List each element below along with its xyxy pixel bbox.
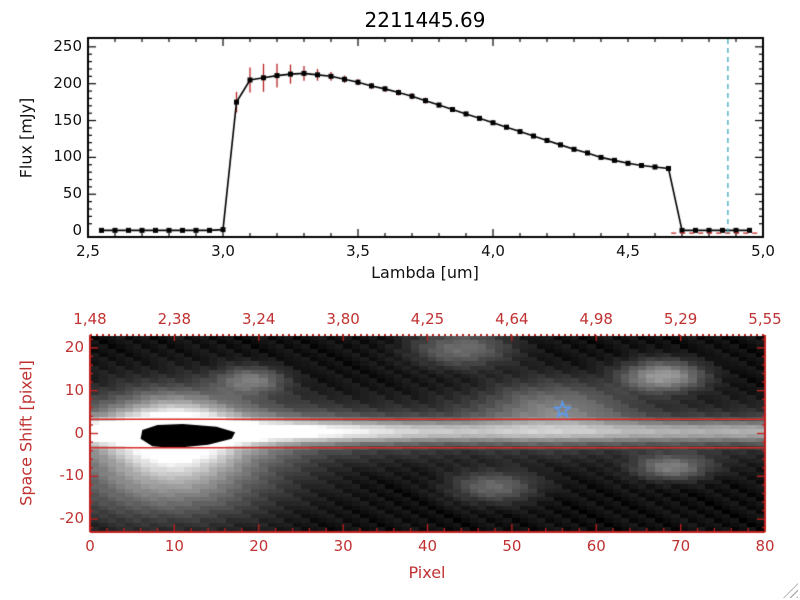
lambda-axis-label: Lambda [um] bbox=[371, 263, 479, 282]
flux-axis-label: Flux [mJy] bbox=[16, 97, 36, 179]
space-shift-axis-label: Space Shift [pixel] bbox=[16, 360, 36, 506]
pixel-axis-label: Pixel bbox=[408, 563, 446, 582]
plot-title: 2211445.69 bbox=[364, 8, 486, 32]
